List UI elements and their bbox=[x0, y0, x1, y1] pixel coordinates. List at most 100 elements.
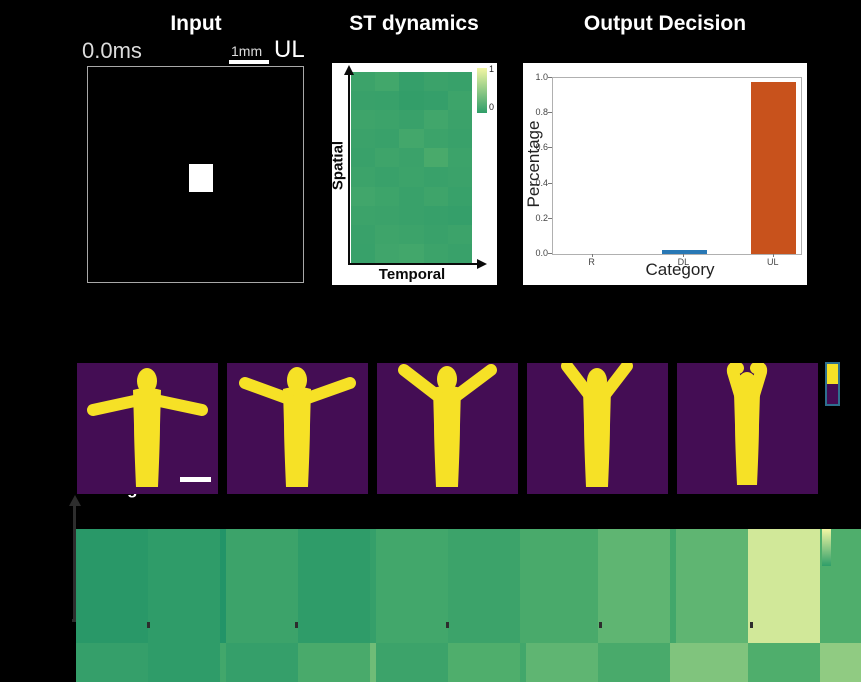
bar-chart-xlabel: Category bbox=[645, 260, 715, 279]
gesture-frame-2 bbox=[227, 363, 368, 494]
binary-colorbar-high bbox=[827, 364, 838, 384]
heatmap-cell bbox=[447, 243, 472, 263]
xtick-label-UL: UL bbox=[766, 257, 779, 267]
heatmap-cell bbox=[351, 224, 376, 244]
heatmap-cell bbox=[351, 148, 376, 168]
heatmap-cell bbox=[423, 205, 448, 225]
heatmap-cell bbox=[423, 110, 448, 130]
ytick-mark bbox=[548, 182, 552, 184]
heatmap-cell bbox=[76, 529, 148, 643]
heatmap-cell bbox=[351, 205, 376, 225]
heatmap-cell bbox=[399, 72, 424, 92]
heatmap-cell bbox=[376, 642, 448, 682]
output-decision-title: Output Decision bbox=[583, 12, 747, 35]
gesture-silhouette-arms-vertical bbox=[726, 361, 768, 485]
gesture-scalebar bbox=[180, 477, 211, 482]
time-tick-5 bbox=[750, 622, 753, 628]
heatmap-cell bbox=[676, 642, 748, 682]
heatmap-cell bbox=[375, 91, 400, 111]
ytick-label: 0.4 bbox=[535, 177, 548, 188]
reservoir-heatmap-5 bbox=[676, 529, 861, 682]
heatmap-cell bbox=[447, 72, 472, 92]
class-label: UL bbox=[274, 36, 305, 63]
temporal-axis-line bbox=[347, 262, 479, 265]
stimulus-square bbox=[189, 164, 213, 192]
ytick-label: 0.8 bbox=[535, 107, 548, 118]
heatmap-cell bbox=[399, 243, 424, 263]
heatmap-cell bbox=[423, 224, 448, 244]
heatmap-cell bbox=[447, 529, 520, 643]
heatmap-cell bbox=[226, 529, 298, 643]
y-axis-line bbox=[73, 505, 76, 621]
heatmap-cell bbox=[747, 642, 820, 682]
heatmap-cell bbox=[399, 167, 424, 187]
gesture-silhouette-arms-horizontal bbox=[87, 368, 208, 487]
heatmap-cell bbox=[399, 129, 424, 149]
heatmap-cell bbox=[526, 642, 598, 682]
st-colorbar-max-label: 1 bbox=[489, 64, 495, 74]
heatmap-cell bbox=[399, 205, 424, 225]
heatmap-cell bbox=[375, 205, 400, 225]
heatmap-cell bbox=[447, 205, 472, 225]
input-stimulus-frame bbox=[87, 66, 304, 283]
heatmap-cell bbox=[375, 110, 400, 130]
temporal-axis-arrowhead-icon bbox=[477, 258, 487, 269]
heatmap-cell bbox=[375, 148, 400, 168]
heatmap-cell bbox=[819, 642, 861, 682]
heatmap-cell bbox=[423, 243, 448, 263]
scalebar-label: 1mm bbox=[231, 43, 263, 59]
heatmap-cell bbox=[447, 91, 472, 111]
st-xlabel: Temporal bbox=[378, 266, 446, 283]
xtick-label-R: R bbox=[588, 257, 595, 267]
heatmap-cell bbox=[297, 529, 370, 643]
heatmap-cell bbox=[351, 243, 376, 263]
heatmap-cell bbox=[423, 91, 448, 111]
heatmap-cell bbox=[597, 642, 670, 682]
st-colorbar-min-label: 0 bbox=[489, 102, 495, 112]
heatmap-cell bbox=[423, 129, 448, 149]
y-axis-arrowhead-icon bbox=[69, 495, 81, 506]
time-tick-1 bbox=[147, 622, 150, 628]
heatmap-cell bbox=[423, 72, 448, 92]
bar-chart-ylabel: Percentage bbox=[524, 120, 543, 208]
heatmap-cell bbox=[423, 186, 448, 206]
st-ylabel: Spatial bbox=[329, 140, 347, 191]
bar-DL bbox=[661, 250, 707, 254]
ytick-mark bbox=[548, 147, 552, 149]
xtick-mark bbox=[591, 254, 593, 257]
ytick-mark bbox=[548, 112, 552, 114]
time-tick-4 bbox=[599, 622, 602, 628]
heatmap-cell bbox=[423, 148, 448, 168]
heatmap-cell bbox=[597, 529, 670, 643]
heatmap-cell bbox=[375, 72, 400, 92]
heatmap-cell bbox=[447, 129, 472, 149]
ytick-mark bbox=[548, 217, 552, 219]
ytick-label: 0.2 bbox=[535, 212, 548, 223]
heatmap-cell bbox=[447, 110, 472, 130]
heatmap-cell bbox=[375, 167, 400, 187]
binary-colorbar bbox=[825, 362, 840, 406]
heatmap-cell bbox=[351, 91, 376, 111]
binary-colorbar-low bbox=[827, 384, 838, 404]
heatmap-cell bbox=[375, 186, 400, 206]
timestamp-label: 0.0ms bbox=[82, 38, 142, 63]
heatmap-cell bbox=[375, 129, 400, 149]
heatmap-cell bbox=[526, 529, 598, 643]
heatmap-cell bbox=[447, 186, 472, 206]
ytick-mark bbox=[548, 253, 552, 254]
scalebar-line bbox=[229, 60, 269, 64]
heatmap-cell bbox=[447, 642, 520, 682]
heatmap-cell bbox=[351, 186, 376, 206]
gesture-frame-3 bbox=[377, 363, 518, 494]
heatmap-cell bbox=[447, 167, 472, 187]
ytick-label: 0.0 bbox=[535, 248, 548, 258]
gesture-frame-1 bbox=[77, 363, 218, 494]
heatmap-cell bbox=[399, 224, 424, 244]
time-tick-3 bbox=[446, 622, 449, 628]
heatmap-cell bbox=[76, 642, 148, 682]
ytick-label: 0.6 bbox=[535, 142, 548, 153]
heatmap-cell bbox=[399, 148, 424, 168]
gesture-frame-4 bbox=[527, 360, 668, 494]
gesture-silhouette-arms-raised-high bbox=[561, 360, 633, 487]
heatmap-cell bbox=[297, 642, 370, 682]
